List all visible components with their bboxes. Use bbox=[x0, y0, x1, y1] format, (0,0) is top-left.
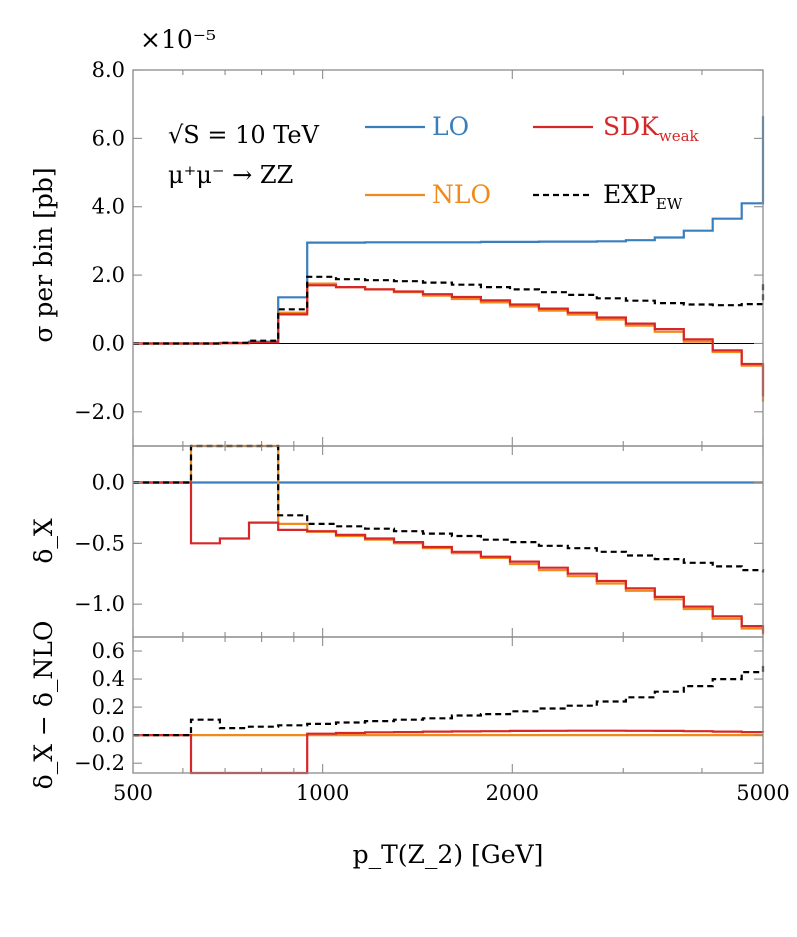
y-axis-title-middle: δ_X bbox=[29, 518, 58, 564]
energy-annotation: √S = 10 TeV bbox=[168, 121, 320, 149]
y-tick-label: 4.0 bbox=[92, 195, 125, 219]
panel-frame bbox=[132, 445, 764, 638]
y-tick-label: −0.5 bbox=[74, 531, 125, 555]
y-tick-label: 0.4 bbox=[92, 667, 125, 691]
scale-factor-label: ×10⁻⁵ bbox=[140, 25, 216, 54]
y-tick-label: 2.0 bbox=[92, 263, 125, 287]
y-tick-label: 0.6 bbox=[92, 639, 125, 663]
y-tick-label: −1.0 bbox=[74, 592, 125, 616]
series-exp-ew bbox=[133, 275, 765, 345]
series-nlo bbox=[133, 444, 765, 635]
legend-label-sdk: SDKweak bbox=[603, 112, 700, 145]
series-lo bbox=[133, 116, 765, 345]
y-axis-title-top: σ per bin [pb] bbox=[29, 167, 58, 342]
y-tick-label: 6.0 bbox=[92, 126, 125, 150]
x-axis-title: p_T(Z_2) [GeV] bbox=[353, 840, 544, 869]
y-tick-label: 0.2 bbox=[92, 695, 125, 719]
x-tick-label: 2000 bbox=[486, 781, 539, 805]
panel-top: 8.0 6.0 4.0 2.0 0.0 −2.0 ×10⁻⁵ √S = 10 TeV μ⁺μ⁻ … bbox=[74, 25, 765, 447]
series-sdk-weak bbox=[133, 729, 765, 775]
x-tick-label: 1000 bbox=[296, 781, 349, 805]
process-annotation: μ⁺μ⁻ → ZZ bbox=[168, 161, 293, 189]
panel-middle: 0.0 −0.5 −1.0 bbox=[74, 444, 765, 638]
y-axis-title-bottom: δ_X − δ_NLO bbox=[29, 621, 58, 790]
axis-titles: σ per bin [pb] δ_X δ_X − δ_NLO p_T(Z_2) [Ge… bbox=[29, 167, 543, 869]
y-tick-label: 0.0 bbox=[92, 470, 125, 494]
x-tick-label: 5000 bbox=[736, 781, 789, 805]
y-tick-label: −0.2 bbox=[74, 751, 125, 775]
y-tick-label: 0.0 bbox=[92, 331, 125, 355]
panel-bottom: 0.6 0.4 0.2 0.0 −0.2 500 1000 2000 5000 bbox=[74, 636, 790, 805]
y-tick-label: −2.0 bbox=[74, 400, 125, 424]
legend: LO NLO SDKweak EXPEW bbox=[365, 112, 700, 213]
legend-label-nlo: NLO bbox=[432, 180, 491, 209]
panel-frame bbox=[132, 636, 764, 774]
legend-label-exp: EXPEW bbox=[603, 180, 683, 213]
series-exp-ew bbox=[133, 444, 765, 573]
series-sdk-weak bbox=[133, 284, 765, 397]
series-sdk-weak bbox=[133, 481, 765, 634]
legend-label-lo: LO bbox=[432, 112, 469, 141]
x-tick-label: 500 bbox=[113, 781, 153, 805]
y-tick-label: 8.0 bbox=[92, 58, 125, 82]
y-tick-label: 0.0 bbox=[92, 723, 125, 747]
series-exp-ew bbox=[133, 662, 765, 737]
